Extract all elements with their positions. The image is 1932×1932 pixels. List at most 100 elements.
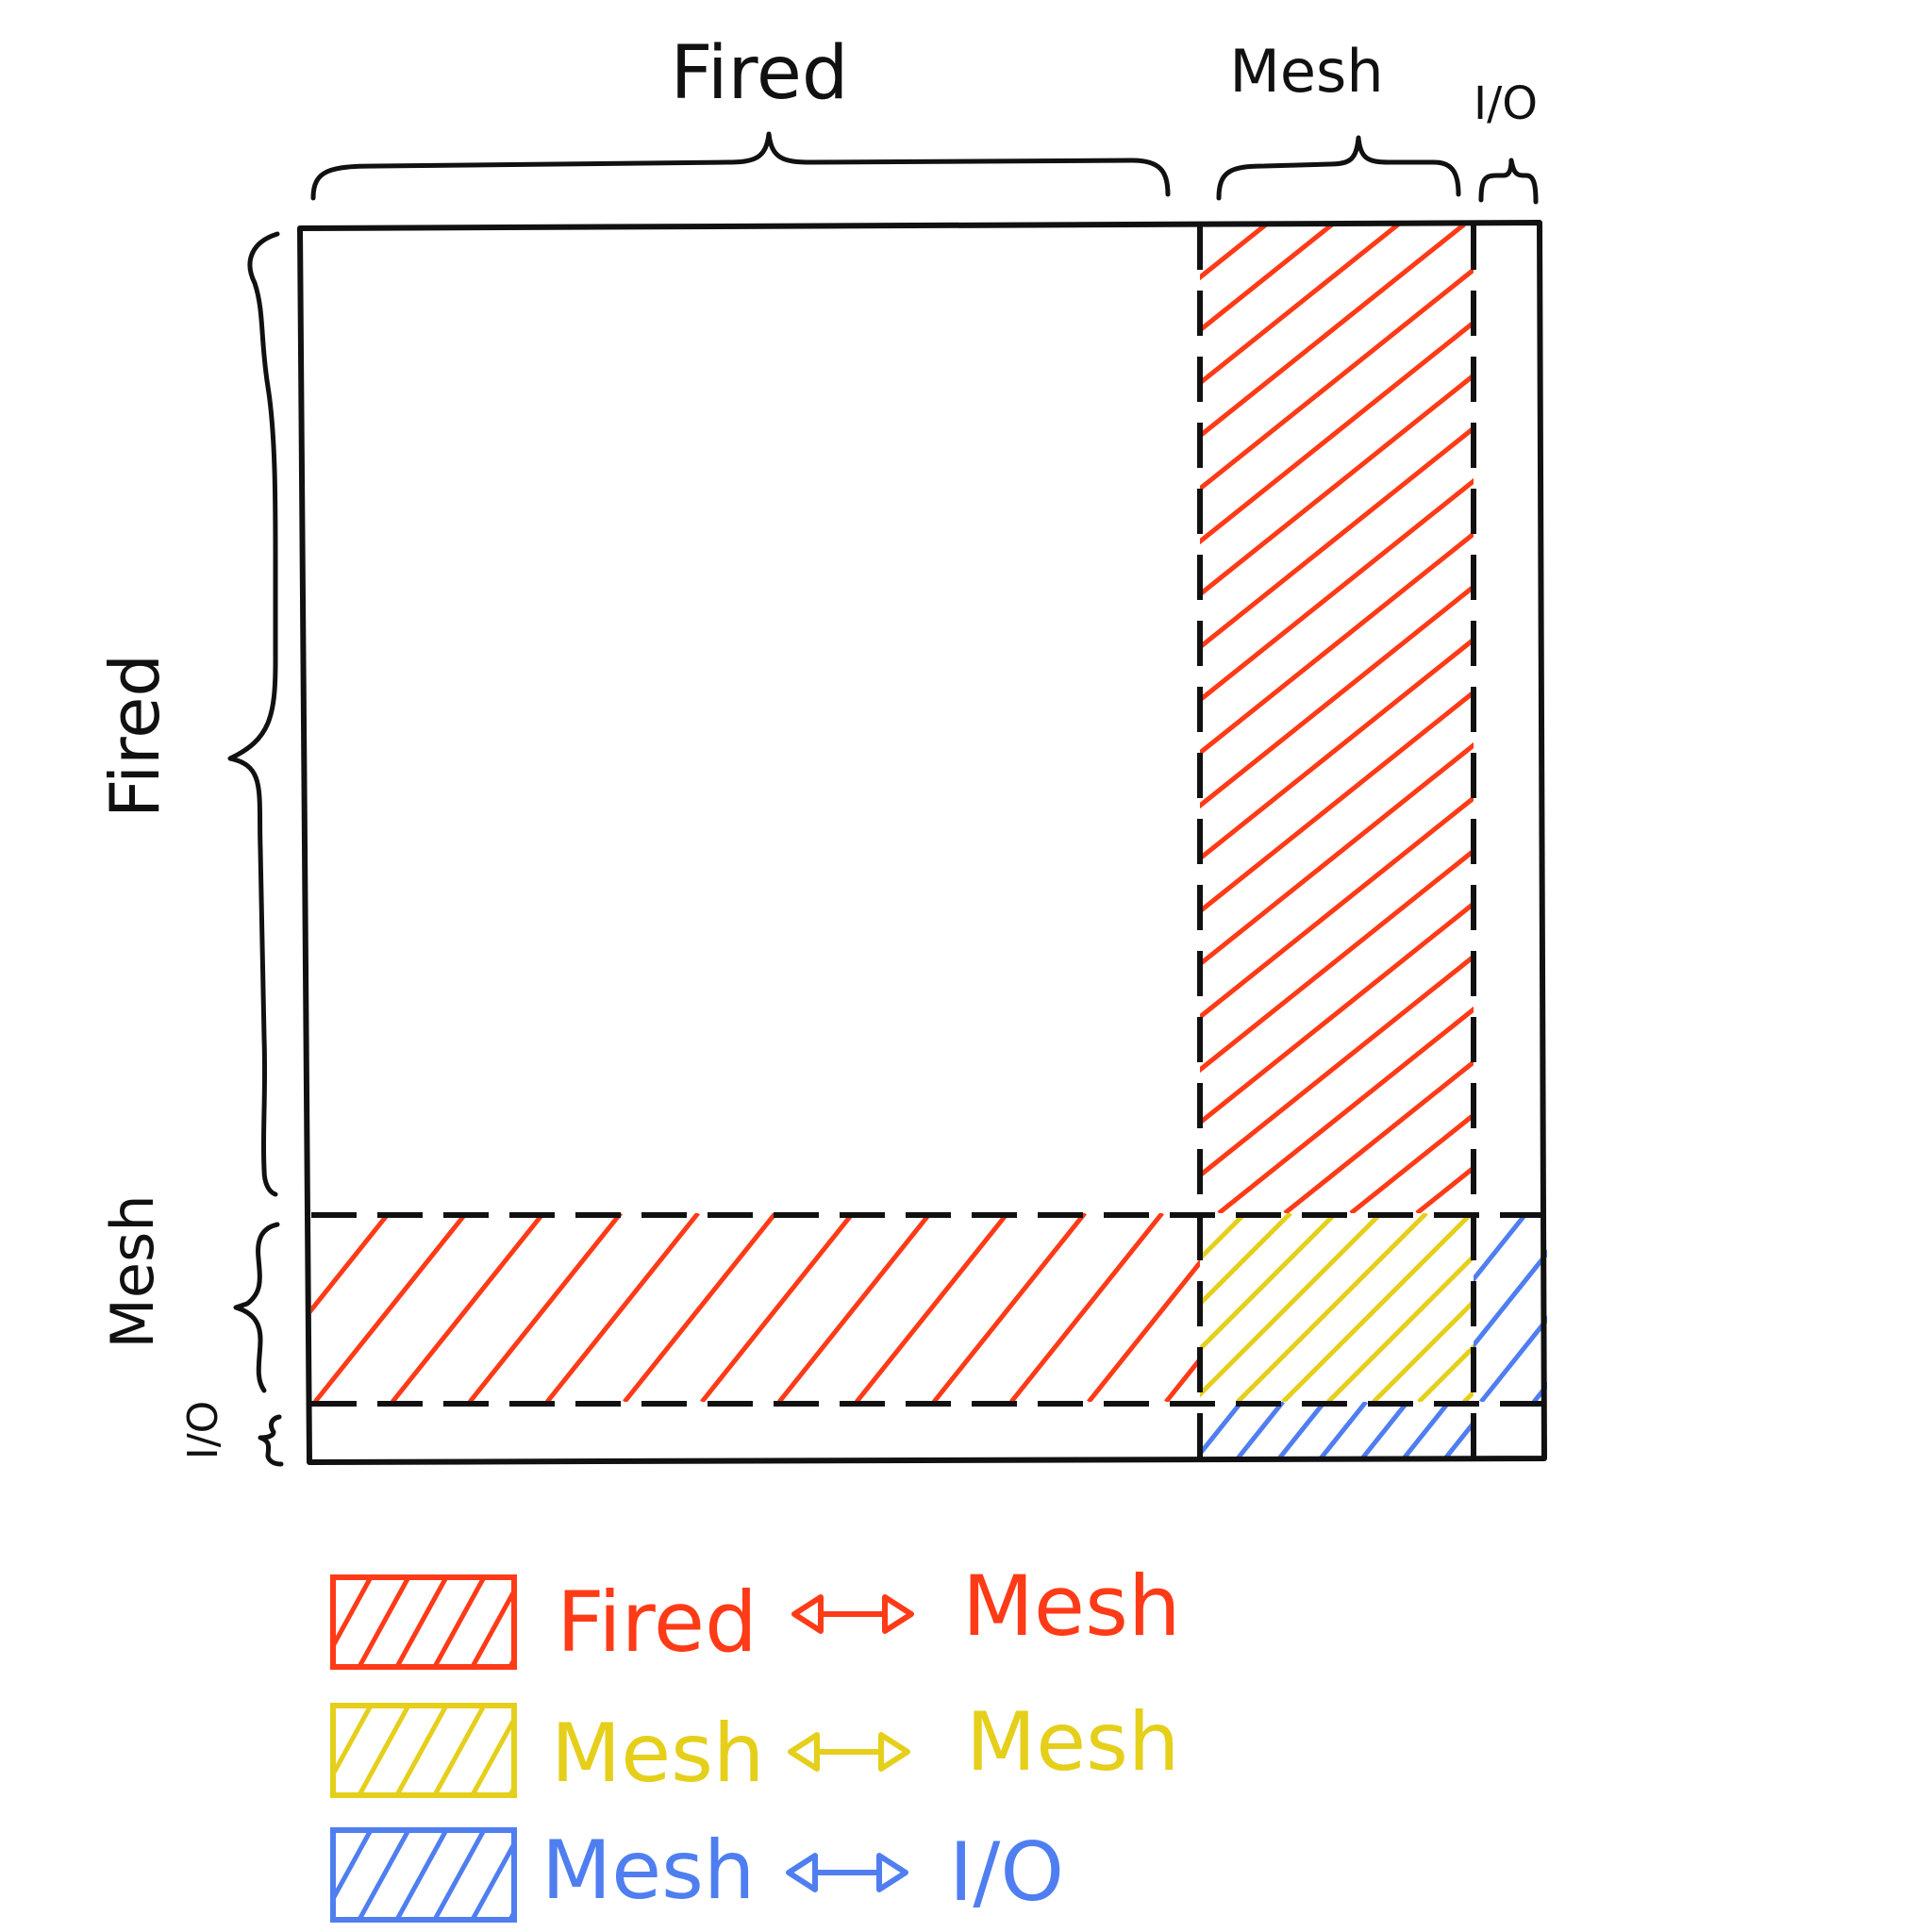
legend-from-mesh-io: Mesh (541, 1824, 755, 1918)
mesh-io-hatch-column (1474, 1213, 1738, 1402)
brace-left-io (258, 1414, 284, 1467)
legend: Fired Mesh Mesh Mesh Mesh (330, 1557, 1181, 1923)
hatch-line-mesh-mesh (1509, 1213, 1698, 1402)
legend-hatch-line (394, 1830, 449, 1920)
legend-hatch-line (357, 1577, 411, 1667)
hatch-line-mesh-mesh (1200, 1213, 1202, 1217)
legend-to-mesh-io: I/O (949, 1825, 1064, 1920)
hatch-line-fired-mesh (1164, 1355, 1200, 1402)
hatch-line-fired-mesh (1483, 225, 1932, 1213)
legend-item-mesh-mesh: Mesh Mesh (330, 1695, 1179, 1801)
hatch-line-mesh-mesh (1372, 1298, 1474, 1402)
hatch-line-fired-mesh (391, 1213, 545, 1402)
brace-top-mesh (1216, 135, 1461, 201)
column-label-io: I/O (1474, 77, 1538, 130)
hatch-line-fired-mesh (1200, 636, 1474, 862)
hatch-line-fired-mesh (1200, 530, 1474, 757)
fired-mesh-hatch-column (1200, 225, 1932, 1213)
hatch-line-fired-mesh (1009, 1213, 1164, 1402)
hatch-line-mesh-mesh (1200, 1213, 1247, 1262)
hatch-line-fired-mesh (700, 1213, 855, 1402)
legend-hatch-line (394, 1577, 449, 1667)
hatch-line-mesh-io (1200, 1402, 1243, 1458)
mesh-mesh-hatch (1200, 1213, 1698, 1402)
row-label-io: I/O (179, 1401, 227, 1459)
row-label-fired: Fired (95, 654, 175, 818)
hatch-line-mesh-io (1479, 1315, 1547, 1402)
column-label-fired: Fired (671, 31, 849, 116)
legend-item-fired-mesh: Fired Mesh (330, 1557, 1181, 1671)
hatch-line-fired-mesh (1200, 847, 1474, 1074)
hatch-line-fired-mesh (313, 1213, 468, 1402)
legend-to-fired-mesh: Mesh (962, 1557, 1181, 1655)
legend-swatch-hatch-fired-mesh (333, 1577, 514, 1667)
legend-hatch-line (333, 1706, 336, 1711)
legend-swatch-mesh-io (330, 1827, 517, 1923)
hatch-line-fired-mesh (545, 1213, 700, 1402)
hatch-line-mesh-io (1474, 1249, 1547, 1350)
hatch-line-fired-mesh (311, 1213, 391, 1314)
hatch-line-fired-mesh (1200, 225, 1334, 334)
legend-swatch-hatch-mesh-io (333, 1830, 514, 1920)
legend-from-mesh-mesh: Mesh (551, 1707, 764, 1801)
hatch-line-mesh-io (1443, 1419, 1474, 1458)
hatch-line-fired-mesh (468, 1213, 623, 1402)
hatch-line-fired-mesh (1200, 372, 1474, 598)
legend-hatch-line (333, 1577, 336, 1583)
brace-left-mesh (233, 1222, 280, 1393)
double-arrow-icon (788, 1732, 910, 1772)
hatch-line-fired-mesh (1200, 319, 1474, 545)
legend-hatch-line (470, 1839, 514, 1920)
hatch-line-mesh-io (1200, 1402, 1202, 1407)
legend-hatch-line (432, 1577, 487, 1667)
legend-hatch-line (394, 1706, 449, 1795)
hatch-line-mesh-io (1402, 1402, 1451, 1458)
legend-swatch-mesh-mesh (330, 1703, 517, 1798)
hatch-line-mesh-mesh (1200, 1213, 1292, 1307)
fired-mesh-hatch-row (311, 1213, 1200, 1402)
hatch-line-fired-mesh (1415, 1164, 1474, 1213)
legend-hatch-line (432, 1830, 487, 1920)
legend-from-fired-mesh: Fired (557, 1574, 758, 1671)
double-arrow-icon (786, 1853, 908, 1892)
hatch-line-fired-mesh (623, 1213, 777, 1402)
hatch-line-mesh-io (1587, 1213, 1738, 1402)
hatch-line-mesh-io (1487, 1402, 1532, 1458)
hatch-line-mesh-mesh (1326, 1253, 1474, 1402)
legend-to-mesh-mesh: Mesh (966, 1695, 1179, 1790)
legend-hatch-line (333, 1706, 374, 1779)
mesh-io-hatch-row (1200, 1402, 1532, 1458)
hatch-line-fired-mesh (1200, 583, 1474, 809)
hatch-line-mesh-mesh (1236, 1213, 1428, 1402)
hatch-line-mesh-io (1360, 1402, 1409, 1458)
hatch-line-mesh-mesh (1462, 1389, 1474, 1402)
legend-hatch-line (333, 1830, 374, 1904)
legend-swatch-fired-mesh (330, 1574, 517, 1670)
legend-hatch-line (470, 1586, 514, 1667)
hatch-line-mesh-mesh (1281, 1213, 1474, 1402)
hatch-line-fired-mesh (1200, 689, 1474, 915)
matrix-outline (297, 220, 1547, 1465)
legend-hatch-line (357, 1830, 411, 1920)
hatch-line-fired-mesh (1087, 1258, 1200, 1402)
hatch-line-fired-mesh (1200, 225, 1268, 281)
hatch-line-mesh-mesh (1200, 1213, 1383, 1398)
hatch-line-fired-mesh (1200, 225, 1466, 440)
hatch-line-mesh-io (1236, 1402, 1285, 1458)
hatch-line-fired-mesh (1200, 900, 1474, 1126)
hatch-line-fired-mesh (1200, 953, 1474, 1179)
row-label-mesh: Mesh (98, 1194, 167, 1348)
brace-top-io (1478, 158, 1539, 205)
legend-hatch-line (357, 1706, 411, 1795)
hatch-line-fired-mesh (932, 1213, 1087, 1402)
hatch-line-mesh-io (1474, 1213, 1528, 1284)
hatch-line-fired-mesh (1217, 1006, 1474, 1213)
legend-hatch-line (333, 1577, 374, 1651)
legend-item-mesh-io: Mesh I/O (330, 1824, 1064, 1923)
hatch-line-mesh-mesh (1200, 1213, 1338, 1353)
legend-hatch-line (333, 1830, 336, 1836)
hatch-line-fired-mesh (855, 1213, 1009, 1402)
hatch-line-mesh-io (1319, 1402, 1368, 1458)
double-arrow-icon (791, 1594, 914, 1634)
